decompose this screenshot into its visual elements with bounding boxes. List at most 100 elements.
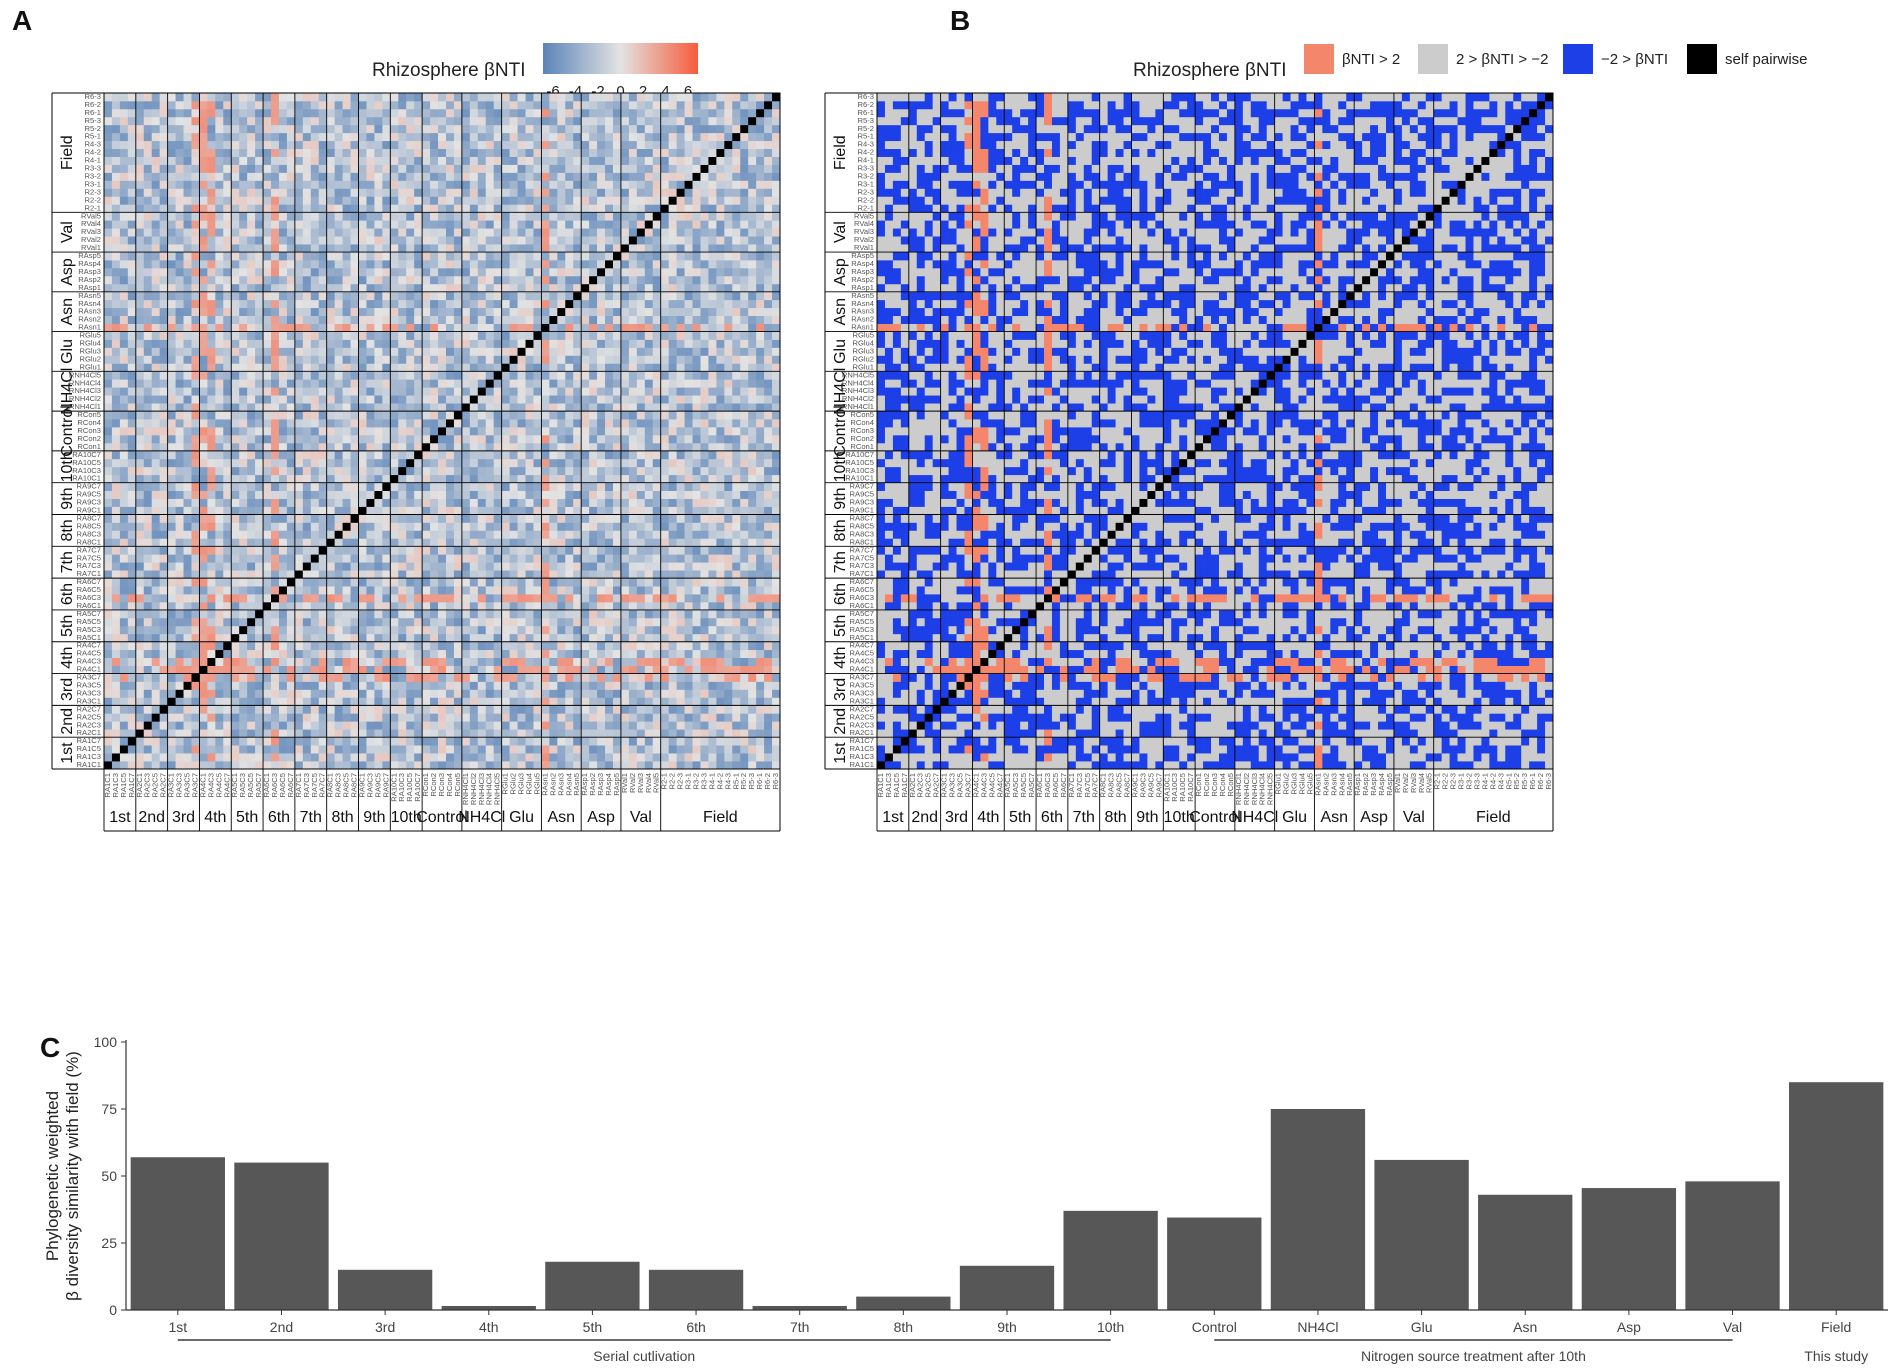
heatmap-a-cell <box>215 705 224 714</box>
heatmap-a-cell <box>573 498 582 507</box>
heatmap-a-cell <box>756 586 765 595</box>
heatmap-a-cell <box>271 355 280 364</box>
heatmap-a-cell <box>302 442 312 452</box>
heatmap-a-cell <box>557 689 566 698</box>
heatmap-a-cell <box>294 379 304 388</box>
heatmap-a-cell <box>684 427 693 436</box>
heatmap-a-cell <box>485 681 495 690</box>
heatmap-a-cell <box>700 395 709 404</box>
heatmap-a-cell <box>565 411 574 420</box>
heatmap-a-cell <box>445 729 455 738</box>
heatmap-a-cell <box>183 395 192 404</box>
heatmap-a-cell <box>581 339 590 348</box>
heatmap-a-cell <box>636 387 646 396</box>
heatmap-a-cell <box>461 745 471 754</box>
heatmap-a-cell <box>589 681 598 690</box>
heatmap-a-cell <box>358 530 367 539</box>
heatmap-a-cell <box>223 490 232 499</box>
heatmap-a-cell <box>390 721 399 730</box>
heatmap-a-cell <box>247 482 256 491</box>
heatmap-a-cell <box>748 403 757 412</box>
heatmap-a-cell <box>223 498 232 507</box>
heatmap-a-cell <box>342 562 351 571</box>
heatmap-a-cell <box>533 371 542 380</box>
heatmap-a-cell <box>167 689 176 698</box>
heatmap-a-cell <box>127 490 137 499</box>
heatmap-a-cell <box>589 522 598 531</box>
heatmap-a-cell <box>175 697 184 706</box>
heatmap-a-cell <box>119 633 129 643</box>
heatmap-a-cell <box>597 307 606 317</box>
heatmap-a-cell <box>605 761 614 770</box>
heatmap-a-cell <box>477 347 487 356</box>
heatmap-a-cell <box>485 323 495 332</box>
heatmap-a-cell <box>525 379 534 388</box>
heatmap-a-cell <box>533 419 542 428</box>
panel-b-legend-swatch <box>1304 44 1334 74</box>
heatmap-a-cell <box>708 609 717 619</box>
heatmap-a-cell <box>565 761 574 770</box>
heatmap-a-cell <box>286 379 296 388</box>
heatmap-a-cell <box>414 641 423 651</box>
heatmap-a-cell <box>493 339 502 348</box>
heatmap-a-cell <box>684 474 693 484</box>
heatmap-a-cell <box>438 745 447 754</box>
heatmap-a-cell <box>525 697 534 706</box>
heatmap-a-cell <box>565 474 574 484</box>
heatmap-a-cell <box>716 546 725 555</box>
heatmap-a-cell <box>207 442 216 452</box>
heatmap-a-cell <box>549 387 558 396</box>
heatmap-a-cell <box>732 371 741 380</box>
heatmap-a-cell <box>485 570 495 579</box>
heatmap-a-cell <box>104 657 113 666</box>
heatmap-a-cell <box>231 355 240 364</box>
heatmap-a-cell <box>334 657 343 666</box>
heatmap-a-cell <box>318 729 328 738</box>
heatmap-a-cell <box>445 315 455 324</box>
heatmap-a-cell <box>700 601 709 611</box>
heatmap-a-cell <box>151 387 161 396</box>
heatmap-a-cell <box>127 601 137 611</box>
heatmap-a-cell <box>127 458 137 468</box>
heatmap-a-cell <box>438 395 447 404</box>
heatmap-a-cell <box>135 307 145 317</box>
heatmap-a-cell <box>127 482 137 491</box>
heatmap-a-cell <box>247 395 256 404</box>
heatmap-a-cell <box>104 419 113 428</box>
heatmap-a-cell <box>501 713 510 722</box>
heatmap-a-cell <box>485 546 495 555</box>
heatmap-a-cell <box>644 347 654 356</box>
heatmap-a-cell <box>756 641 765 651</box>
heatmap-a-cell <box>278 419 288 428</box>
heatmap-a-cell <box>199 713 208 722</box>
heatmap-a-cell <box>199 355 208 364</box>
heatmap-a-cell <box>636 371 646 380</box>
heatmap-a-cell <box>652 371 662 380</box>
heatmap-a-cell <box>700 689 709 698</box>
heatmap-a-cell <box>366 761 375 770</box>
heatmap-a-cell <box>684 363 693 372</box>
heatmap-a-cell <box>612 617 622 627</box>
heatmap-a-cell <box>581 617 590 627</box>
heatmap-a-cell <box>390 570 399 579</box>
heatmap-a-cell <box>119 657 129 666</box>
heatmap-a-cell <box>533 490 542 499</box>
heatmap-a-cell <box>111 530 121 539</box>
heatmap-a-cell <box>135 299 145 309</box>
heatmap-a-cell <box>605 498 614 507</box>
heatmap-a-cell <box>461 657 471 666</box>
heatmap-a-cell <box>223 713 232 722</box>
heatmap-a-cell <box>167 299 176 309</box>
heatmap-a-cell <box>286 609 296 619</box>
heatmap-a-cell <box>374 601 383 611</box>
heatmap-a-cell <box>350 347 359 356</box>
heatmap-a-cell <box>597 498 606 507</box>
heatmap-a-cell <box>668 665 677 674</box>
heatmap-a-cell <box>294 347 304 356</box>
heatmap-a-cell <box>660 427 670 436</box>
heatmap-a-cell <box>183 721 192 730</box>
heatmap-a-cell <box>183 379 192 388</box>
heatmap-a-cell <box>151 434 161 444</box>
heatmap-a-cell <box>104 323 113 332</box>
heatmap-a-cell <box>286 625 296 635</box>
